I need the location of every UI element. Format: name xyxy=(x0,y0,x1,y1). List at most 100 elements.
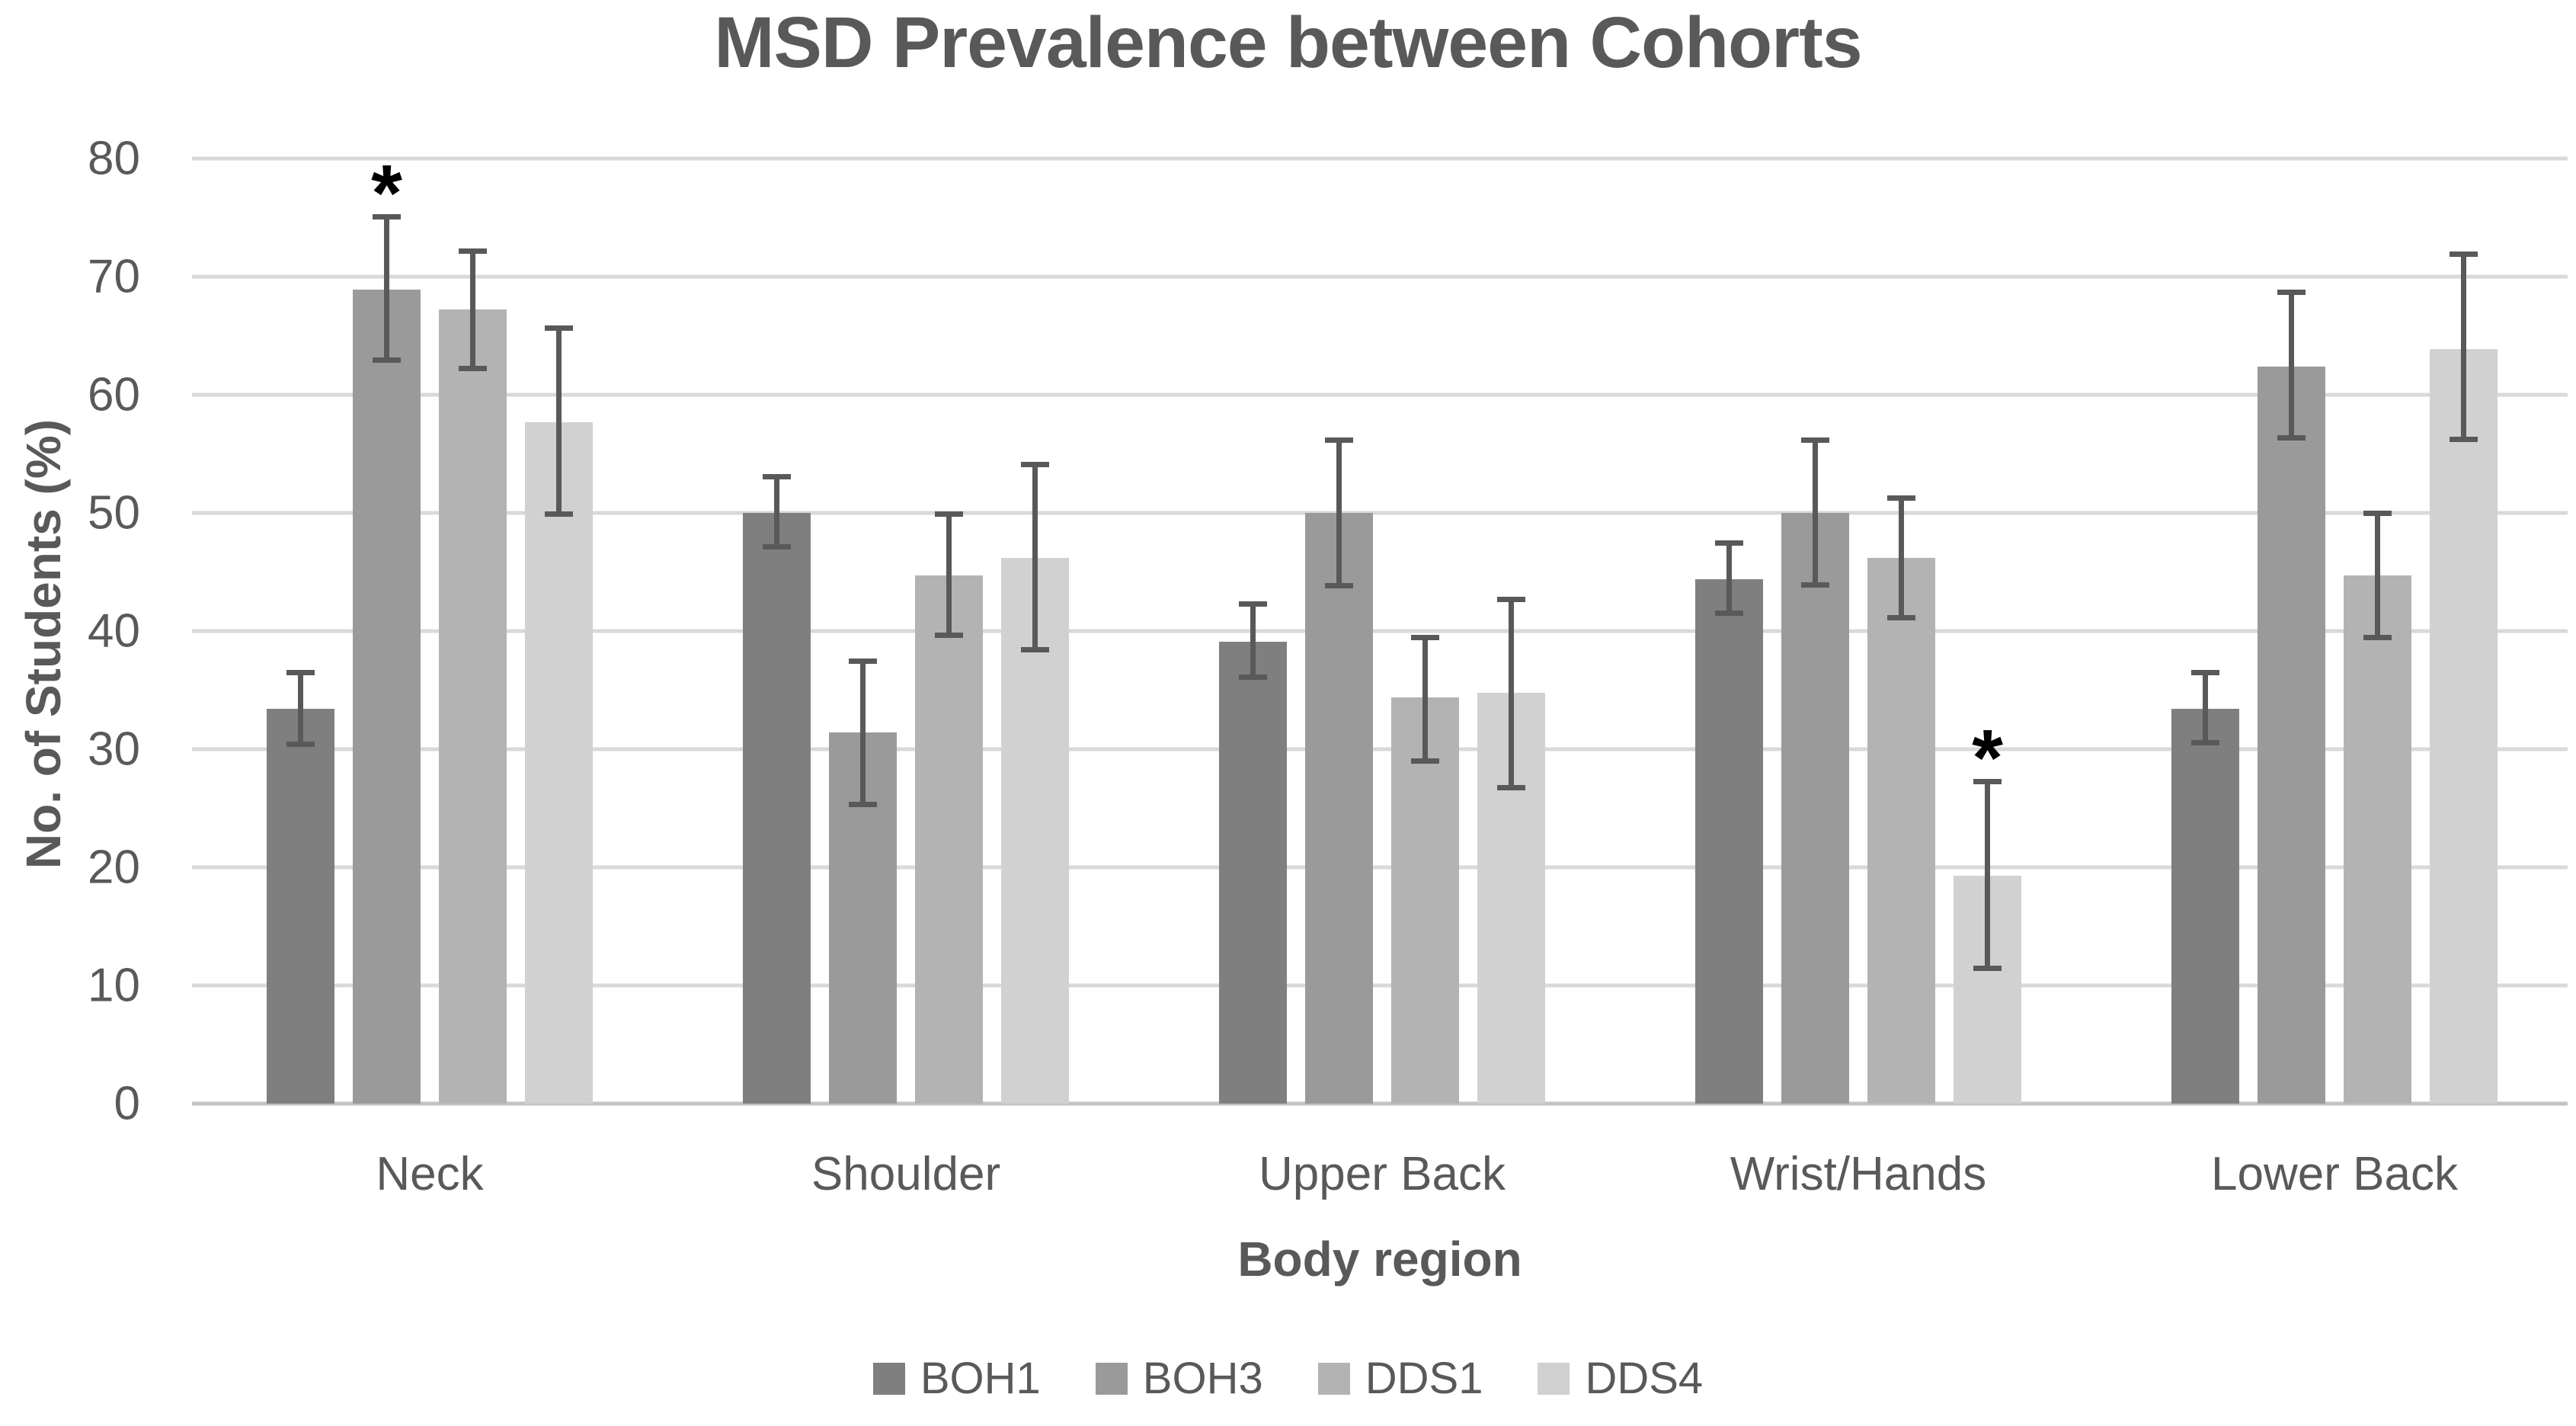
y-tick-label-50: 50 xyxy=(88,486,140,540)
gridline-y-40 xyxy=(192,629,2568,633)
error-bar-dds1-3 xyxy=(1887,495,1915,621)
bar-cell-boh1-1 xyxy=(743,159,811,1104)
error-bar-boh1-3 xyxy=(1715,540,1743,616)
bar-cell-dds4-2 xyxy=(1477,159,1545,1104)
bar-boh3-upper-back xyxy=(1305,513,1373,1104)
x-label-wrist-hands: Wrist/Hands xyxy=(1730,1148,1987,1200)
error-bar-boh1-0 xyxy=(286,670,315,747)
y-tick-label-40: 40 xyxy=(88,604,140,658)
bar-dds4-lower-back xyxy=(2430,348,2498,1104)
error-bar-boh3-2 xyxy=(1325,437,1353,589)
bar-cell-dds4-3: * xyxy=(1954,159,2021,1104)
error-bar-boh3-4 xyxy=(2277,290,2306,441)
gridline-y-50 xyxy=(192,511,2568,515)
bar-cell-boh1-4 xyxy=(2171,159,2239,1104)
bar-dds1-lower-back xyxy=(2344,575,2411,1104)
bar-cell-dds1-1 xyxy=(915,159,983,1104)
x-label-shoulder: Shoulder xyxy=(811,1148,1001,1200)
chart-title: MSD Prevalence between Cohorts xyxy=(714,2,1862,83)
bar-cell-dds4-0 xyxy=(525,159,593,1104)
bar-boh1-shoulder xyxy=(743,513,811,1104)
x-axis-title: Body region xyxy=(1237,1232,1522,1287)
bar-cell-boh1-3 xyxy=(1695,159,1763,1104)
gridline-y-30 xyxy=(192,747,2568,751)
y-tick-label-10: 10 xyxy=(88,959,140,1012)
bar-groups: * * xyxy=(192,148,2568,1104)
error-bar-boh1-1 xyxy=(763,473,791,550)
error-bar-boh1-2 xyxy=(1239,601,1267,680)
x-label-neck: Neck xyxy=(376,1148,484,1200)
gridline-y-10 xyxy=(192,983,2568,988)
legend-swatch-dds1 xyxy=(1317,1362,1350,1395)
legend-item-boh1: BOH1 xyxy=(872,1353,1041,1404)
y-tick-label-30: 30 xyxy=(88,723,140,776)
legend-label-boh1: BOH1 xyxy=(920,1354,1041,1403)
significance-asterisk-wrist-hands: * xyxy=(1972,713,2003,803)
legend-label-dds4: DDS4 xyxy=(1585,1354,1704,1403)
bar-cell-dds4-1 xyxy=(1001,159,1069,1104)
bar-boh3-lower-back xyxy=(2258,366,2325,1104)
bar-boh1-upper-back xyxy=(1219,641,1287,1104)
significance-asterisk-neck: * xyxy=(371,148,402,238)
gridline-y-20 xyxy=(192,865,2568,870)
legend-item-dds4: DDS4 xyxy=(1538,1353,1703,1404)
bar-cell-boh1-2 xyxy=(1219,159,1287,1104)
bar-dds4-neck xyxy=(525,421,593,1104)
bar-cell-dds4-4 xyxy=(2430,159,2498,1104)
bar-cell-boh3-3 xyxy=(1781,159,1849,1104)
x-label-upper-back: Upper Back xyxy=(1259,1148,1506,1200)
error-bar-dds1-4 xyxy=(2363,510,2392,641)
x-label-lower-back: Lower Back xyxy=(2211,1148,2458,1200)
gridline-y-80 xyxy=(192,156,2568,161)
y-tick-label-20: 20 xyxy=(88,841,140,894)
x-axis-baseline xyxy=(192,1101,2568,1106)
bar-dds1-shoulder xyxy=(915,575,983,1104)
bar-group-wrist-hands: * xyxy=(1695,159,2021,1104)
bar-dds1-wrist-hands xyxy=(1867,557,1935,1104)
y-tick-label-0: 0 xyxy=(114,1077,140,1130)
bar-group-upper-back xyxy=(1219,159,1545,1104)
bar-dds1-upper-back xyxy=(1391,697,1459,1104)
gridline-y-70 xyxy=(192,274,2568,279)
bar-cell-dds1-3 xyxy=(1867,159,1935,1104)
legend-swatch-boh1 xyxy=(872,1362,905,1395)
plot-area: 0 10 20 30 40 50 60 70 80 * * xyxy=(88,133,2568,1130)
error-bar-boh3-1 xyxy=(849,658,877,807)
bar-cell-dds1-0 xyxy=(439,159,507,1104)
bar-cell-boh1-0 xyxy=(267,159,334,1104)
bar-group-shoulder xyxy=(743,159,1069,1104)
error-bar-dds1-0 xyxy=(459,248,487,371)
error-bar-dds4-1 xyxy=(1021,462,1049,652)
error-bar-dds1-2 xyxy=(1411,634,1439,764)
bar-cell-boh3-0: * xyxy=(353,148,421,1104)
legend-label-boh3: BOH3 xyxy=(1142,1354,1263,1403)
x-axis-category-labels: Neck Shoulder Upper Back Wrist/Hands Lower B… xyxy=(192,1147,2568,1201)
error-bar-dds4-4 xyxy=(2450,252,2478,442)
error-bar-dds1-1 xyxy=(935,511,963,639)
legend-label-dds1: DDS1 xyxy=(1365,1354,1483,1403)
bar-boh3-wrist-hands xyxy=(1781,513,1849,1104)
error-bar-dds4-2 xyxy=(1497,597,1525,791)
bar-boh1-neck xyxy=(267,709,334,1104)
bar-cell-boh3-1 xyxy=(829,159,897,1104)
bar-cell-dds1-4 xyxy=(2344,159,2411,1104)
bar-dds1-neck xyxy=(439,309,507,1104)
legend-item-dds1: DDS1 xyxy=(1317,1353,1483,1404)
bar-boh3-neck xyxy=(353,290,421,1104)
error-bar-dds4-3 xyxy=(1973,778,2002,972)
bar-group-lower-back xyxy=(2171,159,2498,1104)
bar-cell-boh3-4 xyxy=(2258,159,2325,1104)
bar-boh1-wrist-hands xyxy=(1695,578,1763,1104)
error-bar-boh3-0 xyxy=(373,213,401,364)
error-bar-dds4-0 xyxy=(545,325,573,517)
chart-legend: BOH1 BOH3 DDS1 DDS4 xyxy=(0,1353,2576,1404)
y-tick-label-80: 80 xyxy=(88,132,140,185)
gridline-y-60 xyxy=(192,393,2568,397)
bar-cell-boh3-2 xyxy=(1305,159,1373,1104)
legend-swatch-dds4 xyxy=(1538,1362,1570,1395)
y-tick-label-60: 60 xyxy=(88,368,140,421)
error-bar-boh1-4 xyxy=(2191,670,2219,746)
bar-group-neck: * xyxy=(267,148,593,1104)
error-bar-boh3-3 xyxy=(1801,437,1829,588)
